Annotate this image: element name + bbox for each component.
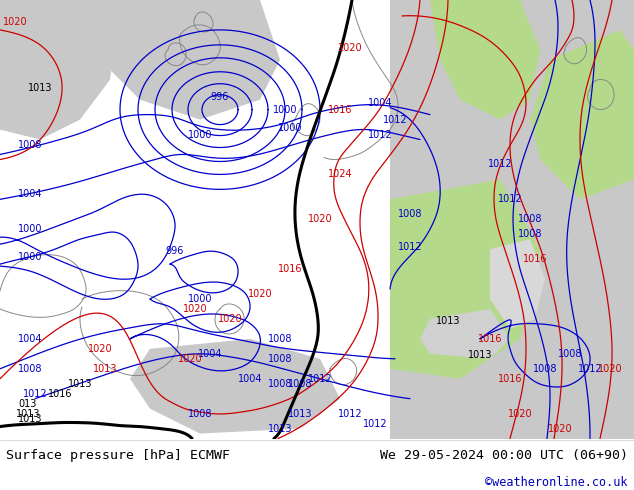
Polygon shape	[390, 179, 540, 379]
Text: 1000: 1000	[18, 224, 42, 234]
Text: 1013: 1013	[436, 316, 460, 326]
Text: 1004: 1004	[238, 374, 262, 384]
Text: 1012: 1012	[368, 129, 392, 140]
Text: 1012: 1012	[23, 389, 48, 399]
Text: Surface pressure [hPa] ECMWF: Surface pressure [hPa] ECMWF	[6, 448, 230, 462]
Text: 1020: 1020	[548, 423, 573, 434]
Text: 1000: 1000	[278, 122, 302, 133]
Polygon shape	[390, 0, 634, 439]
Text: 1020: 1020	[87, 344, 112, 354]
Text: 1008: 1008	[268, 334, 292, 344]
Text: 1016: 1016	[48, 389, 72, 399]
Text: 1020: 1020	[183, 304, 207, 314]
Polygon shape	[430, 0, 540, 120]
Text: 996: 996	[166, 246, 184, 256]
Text: 1024: 1024	[328, 170, 353, 179]
Text: 1013: 1013	[468, 350, 492, 360]
Text: ©weatheronline.co.uk: ©weatheronline.co.uk	[485, 476, 628, 489]
Text: 996: 996	[211, 92, 229, 102]
Text: 1004: 1004	[198, 349, 223, 359]
Text: 1008: 1008	[533, 364, 557, 374]
Polygon shape	[130, 339, 340, 434]
Text: 1012: 1012	[488, 159, 512, 170]
Text: 1013: 1013	[268, 423, 292, 434]
Text: 1013: 1013	[16, 409, 40, 418]
Polygon shape	[0, 0, 120, 140]
Text: 1013: 1013	[288, 409, 313, 418]
Text: 1012: 1012	[383, 115, 407, 124]
Text: 1008: 1008	[268, 379, 292, 389]
Text: 013: 013	[19, 399, 37, 409]
Text: 1020: 1020	[3, 17, 27, 27]
Text: 1000: 1000	[18, 252, 42, 262]
Text: 1012: 1012	[307, 374, 332, 384]
Text: 1013: 1013	[93, 364, 117, 374]
Text: 1000: 1000	[188, 294, 212, 304]
Text: 1012: 1012	[578, 364, 602, 374]
Text: 1008: 1008	[188, 409, 212, 418]
Text: 1020: 1020	[508, 409, 533, 418]
Text: 1004: 1004	[18, 334, 42, 344]
Text: 1016: 1016	[278, 264, 302, 274]
Text: 1008: 1008	[518, 214, 542, 224]
Text: 1008: 1008	[398, 209, 422, 220]
Text: 1016: 1016	[498, 374, 522, 384]
Text: 1016: 1016	[478, 334, 502, 344]
Text: 1000: 1000	[188, 129, 212, 140]
Text: 1020: 1020	[338, 43, 362, 53]
Text: 1008: 1008	[518, 229, 542, 239]
Text: 1008: 1008	[288, 379, 313, 389]
Text: 1020: 1020	[217, 314, 242, 324]
Polygon shape	[420, 309, 510, 359]
Text: 1016: 1016	[328, 105, 353, 115]
Text: 1000: 1000	[273, 105, 297, 115]
Text: 1020: 1020	[178, 354, 202, 364]
Text: 1008: 1008	[558, 349, 582, 359]
Text: 1012: 1012	[338, 409, 362, 418]
Polygon shape	[530, 30, 634, 199]
Text: 1016: 1016	[523, 254, 547, 264]
Polygon shape	[490, 239, 545, 329]
Text: 1012: 1012	[398, 242, 422, 252]
Text: 1008: 1008	[18, 364, 42, 374]
Text: 1012: 1012	[498, 195, 522, 204]
Text: We 29-05-2024 00:00 UTC (06+90): We 29-05-2024 00:00 UTC (06+90)	[380, 448, 628, 462]
Text: 1004: 1004	[368, 98, 392, 108]
Polygon shape	[470, 20, 500, 50]
Text: 1012: 1012	[363, 418, 387, 429]
Text: 1020: 1020	[248, 289, 273, 299]
Text: 1020: 1020	[307, 214, 332, 224]
Text: 1008: 1008	[18, 140, 42, 149]
Text: 1013: 1013	[28, 83, 52, 93]
Text: 1013: 1013	[18, 414, 42, 424]
Polygon shape	[100, 0, 280, 120]
Text: 1008: 1008	[268, 354, 292, 364]
Text: 1013: 1013	[68, 379, 93, 389]
Text: 1020: 1020	[598, 364, 623, 374]
Text: 1004: 1004	[18, 189, 42, 199]
